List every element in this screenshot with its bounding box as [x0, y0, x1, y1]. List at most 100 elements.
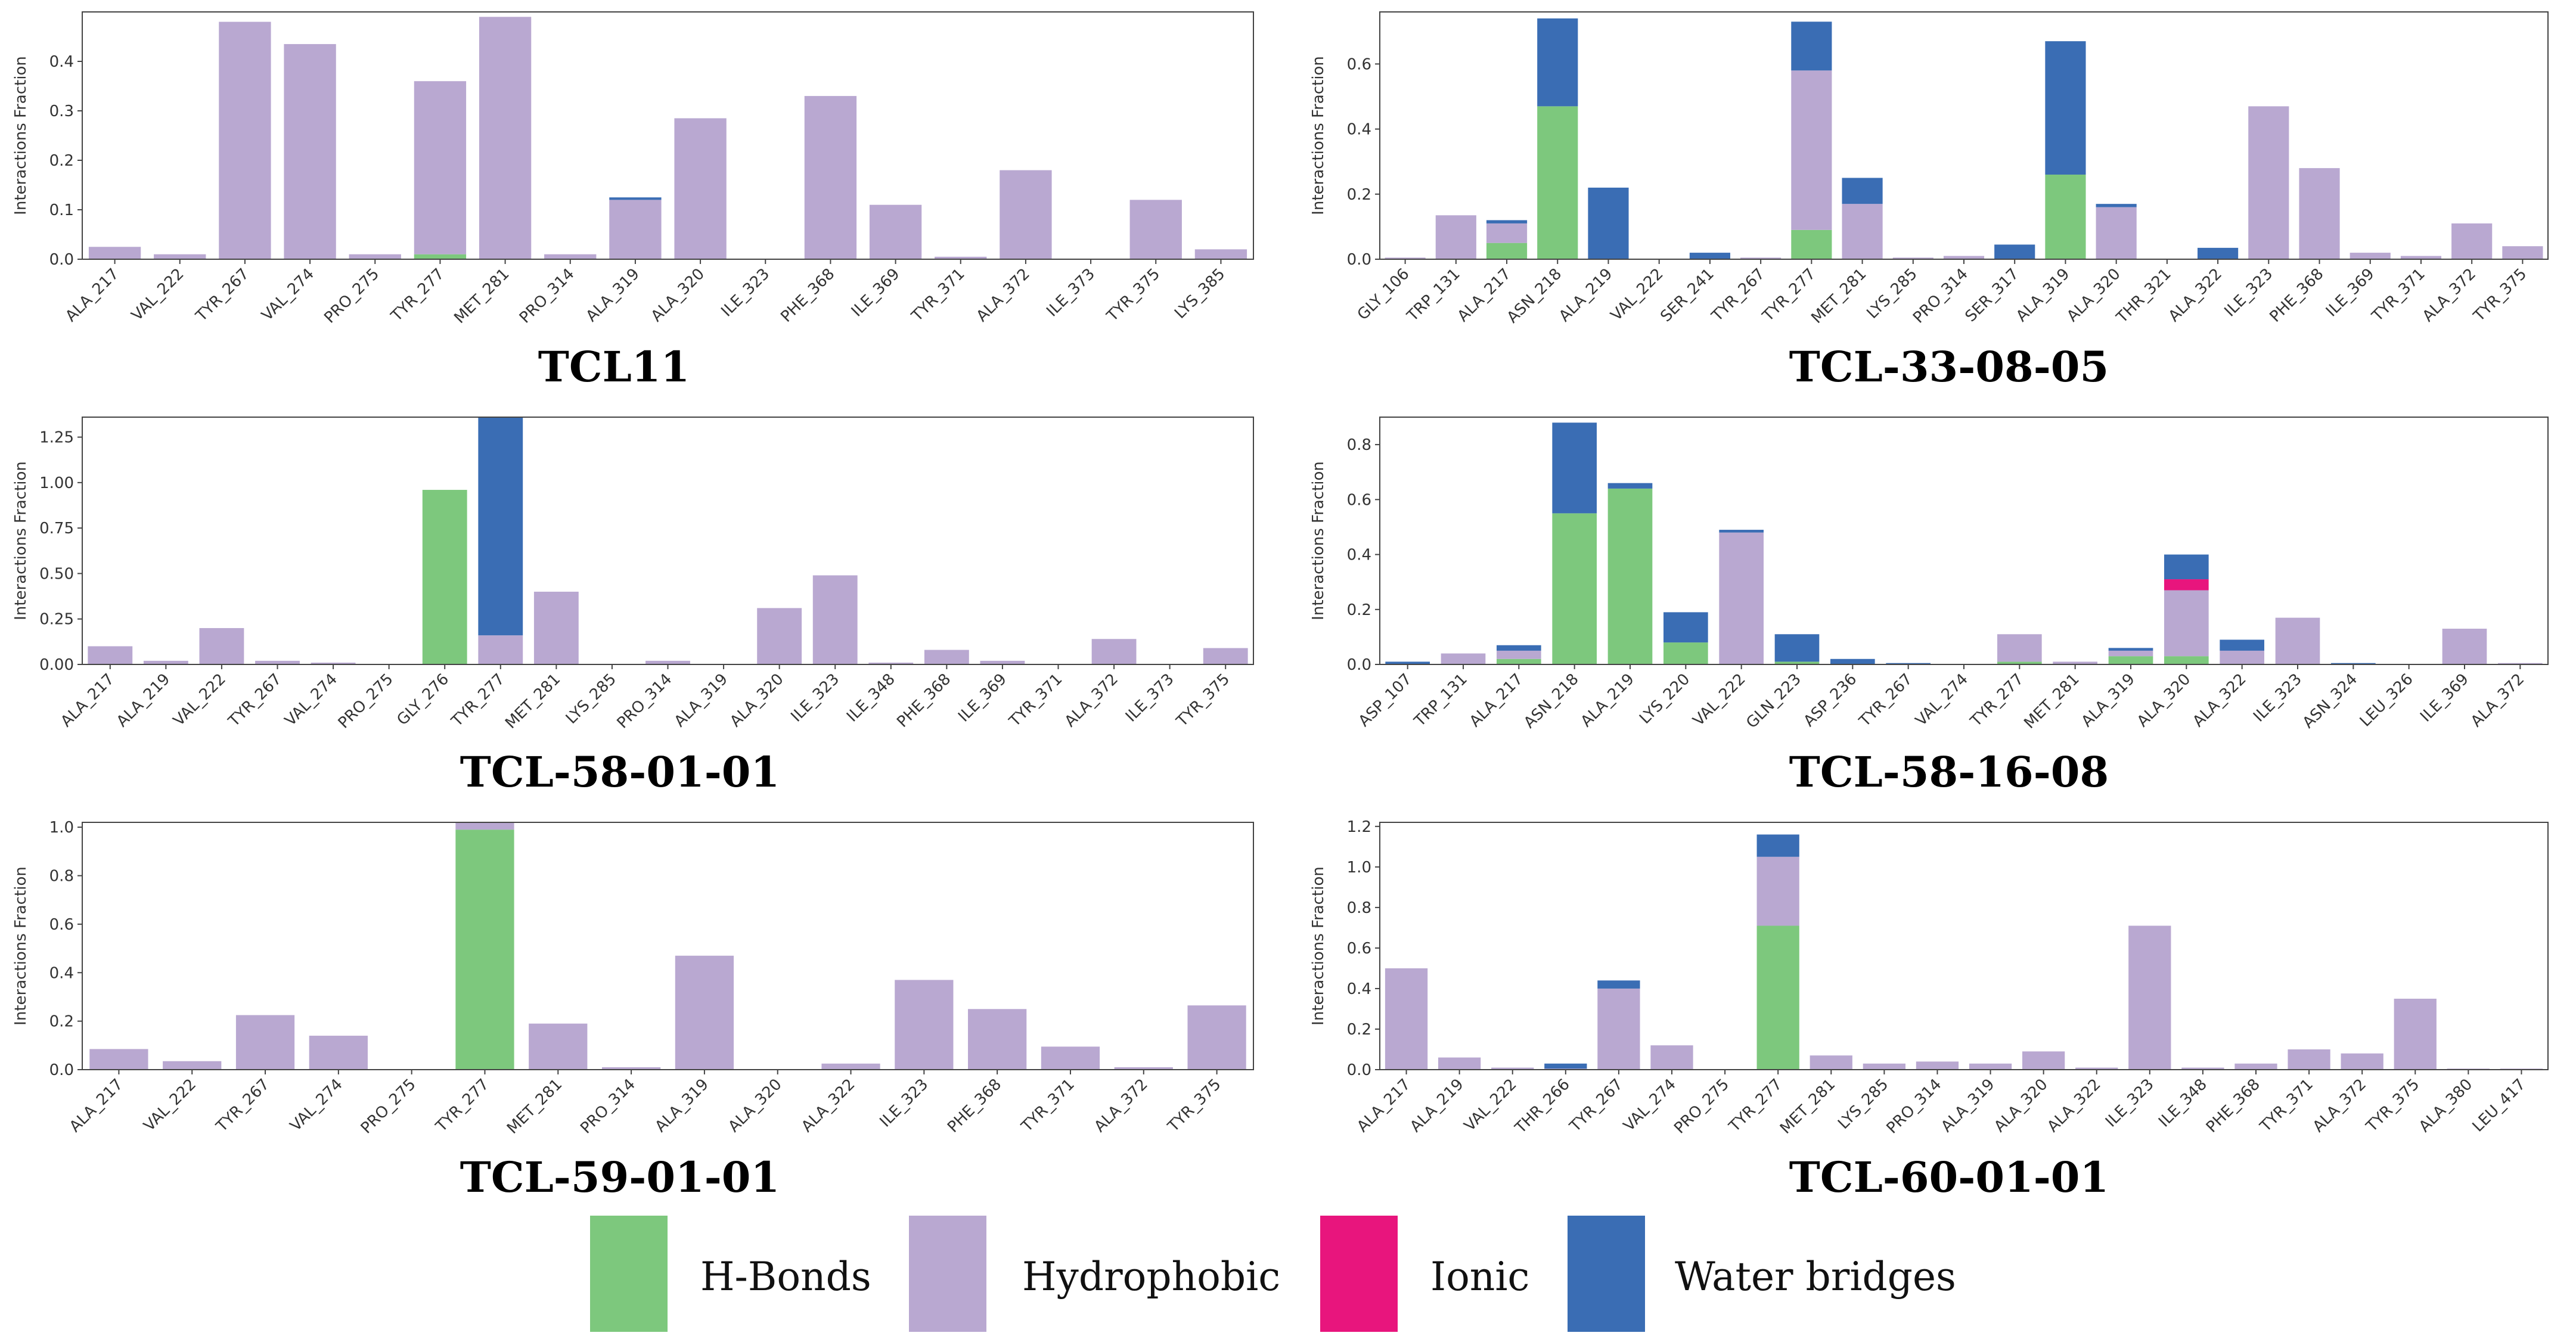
- bar-water-TYR_277: [1791, 21, 1832, 71]
- x-tick-label: PRO_314: [516, 265, 578, 327]
- bar-hydrophobic-ILE_323: [2128, 925, 2171, 1070]
- bar-water-ALA_319: [2045, 41, 2086, 175]
- x-tick-label: PRO_275: [321, 265, 383, 327]
- bar-hbonds-LYS_220: [1663, 642, 1708, 664]
- chart-panels: 0.0 0.1 0.2 0.3 0.4 Interactions Fraction ALA_…: [12, 11, 2549, 1202]
- x-tick-label: ALA_217: [57, 670, 117, 731]
- bar-hydrophobic-ILE_348: [868, 662, 914, 664]
- x-tick-label: ALA_322: [2044, 1076, 2104, 1136]
- bar-hydrophobic-VAL_222: [154, 254, 206, 259]
- y-tick-label: 0.2: [1347, 186, 1371, 204]
- y-tick-label: 0.6: [1347, 940, 1371, 958]
- bar-hydrophobic-VAL_274: [284, 44, 336, 259]
- bar-hydrophobic-ALA_372: [1091, 639, 1137, 664]
- bar-water-ALA_319: [609, 197, 662, 200]
- bar-hydrophobic-ALA_217: [1385, 968, 1428, 1070]
- bar-hydrophobic-PHE_368: [804, 96, 857, 259]
- bar-water-ALA_219: [1588, 187, 1629, 259]
- bar-hydrophobic-TRP_131: [1435, 215, 1476, 259]
- bar-hydrophobic-ALA_319: [2108, 650, 2153, 657]
- bar-hydrophobic-ALA_319: [675, 955, 734, 1070]
- x-tick-label: ALA_322: [2189, 670, 2249, 731]
- bar-hbonds-TYR_277: [1997, 661, 2042, 664]
- y-tick-label: 0.1: [49, 201, 74, 219]
- bar-water-ALA_322: [2220, 639, 2264, 651]
- x-tick-label: TYR_267: [192, 265, 252, 325]
- bar-hydrophobic-TYR_375: [1187, 1005, 1246, 1070]
- x-tick-label: ALA_372: [973, 265, 1033, 325]
- x-tick-label: TYR_277: [448, 670, 508, 731]
- y-tick-label: 0.0: [49, 251, 74, 269]
- bar-hydrophobic-PRO_314: [544, 254, 597, 259]
- y-tick-label: 0.2: [49, 152, 74, 170]
- plot-frame: [82, 417, 1254, 665]
- y-tick-label: 0.00: [39, 656, 74, 674]
- x-tick-label: TYR_375: [2363, 1076, 2423, 1136]
- x-tick-label: VAL_222: [1607, 265, 1667, 325]
- legend-swatch-hydrophobic: [909, 1216, 986, 1332]
- bar-hbonds-ALA_319: [2045, 175, 2086, 259]
- y-tick-label: 0.75: [39, 520, 74, 538]
- x-tick-label: TYR_267: [225, 670, 285, 731]
- x-tick-label: ALA_219: [113, 670, 173, 731]
- bar-hydrophobic-PRO_314: [601, 1067, 661, 1070]
- x-tick-label: ALA_219: [1407, 1076, 1467, 1136]
- bar-hbonds-ASN_218: [1552, 513, 1597, 664]
- bar-hydrophobic-ALA_320: [757, 608, 802, 664]
- x-tick-label: ALA_320: [648, 265, 708, 325]
- bar-hydrophobic-ALA_219: [1438, 1057, 1481, 1070]
- x-tick-label: ILE_369: [955, 670, 1010, 726]
- bar-hydrophobic-MET_281: [533, 591, 579, 664]
- y-tick-label: 0.0: [1347, 656, 1371, 674]
- bar-hydrophobic-PHE_368: [2299, 168, 2340, 259]
- bar-water-ALA_320: [2096, 204, 2137, 207]
- bar-hydrophobic-PRO_314: [1943, 256, 1985, 259]
- bar-water-ALA_217: [1497, 645, 1541, 651]
- bar-hydrophobic-TYR_267: [1597, 988, 1640, 1070]
- x-tick-label: ASP_107: [1355, 670, 1416, 731]
- x-tick-label: ASN_218: [1504, 265, 1566, 327]
- x-tick-label: ALA_219: [1578, 670, 1638, 731]
- x-tick-label: PRO_275: [1671, 1076, 1733, 1138]
- bar-hydrophobic-MET_281: [529, 1023, 588, 1070]
- y-tick-label: 0.4: [49, 53, 74, 71]
- x-tick-label: TYR_375: [1173, 670, 1233, 731]
- bar-hydrophobic-TYR_277: [1997, 634, 2042, 662]
- bar-hydrophobic-ALA_217: [1486, 223, 1528, 243]
- x-tick-label: ALA_372: [1062, 670, 1122, 731]
- y-tick-label: 0.4: [1347, 546, 1371, 564]
- bar-hydrophobic-ILE_323: [2275, 617, 2320, 664]
- x-tick-label: ALA_217: [66, 1076, 126, 1136]
- x-tick-label: ALA_319: [2078, 670, 2139, 731]
- bar-hbonds-ALA_217: [1486, 243, 1528, 259]
- x-tick-label: GLN_223: [1743, 670, 1805, 732]
- x-tick-label: PRO_275: [335, 670, 397, 732]
- y-axis-label: Interactions Fraction: [12, 56, 30, 215]
- x-tick-label: ILE_373: [1122, 670, 1178, 726]
- x-tick-label: TYR_277: [1967, 670, 2027, 731]
- x-tick-label: VAL_222: [170, 670, 229, 730]
- y-axis-label: Interactions Fraction: [12, 461, 30, 620]
- y-tick-label: 0.2: [1347, 1021, 1371, 1039]
- chart-title: TCL-58-16-08: [1789, 747, 2109, 797]
- x-tick-label: ALA_380: [2416, 1076, 2476, 1136]
- x-tick-label: PHE_368: [2203, 1076, 2264, 1136]
- x-tick-label: TYR_371: [1017, 1076, 1078, 1136]
- x-tick-label: MET_281: [1808, 265, 1870, 327]
- legend-label-ionic: Ionic: [1430, 1254, 1529, 1300]
- x-tick-label: ALA_372: [2310, 1076, 2370, 1136]
- x-tick-label: ILE_323: [2250, 670, 2305, 726]
- y-tick-label: 0.4: [1347, 980, 1371, 998]
- bar-hydrophobic-ALA_322: [2075, 1067, 2118, 1070]
- bar-hydrophobic-ALA_372: [1114, 1067, 1173, 1070]
- x-tick-label: TYR_375: [1103, 265, 1163, 325]
- x-tick-label: TYR_277: [387, 265, 448, 325]
- x-tick-label: TYR_375: [2470, 265, 2530, 325]
- x-tick-label: ALA_319: [2013, 265, 2073, 325]
- x-tick-label: ALA_322: [798, 1076, 858, 1136]
- bar-hydrophobic-TYR_277: [455, 822, 514, 830]
- x-tick-label: TYR_371: [2368, 265, 2428, 325]
- x-tick-label: TRP_131: [1403, 265, 1463, 325]
- x-tick-label: MET_281: [451, 265, 513, 327]
- bar-hydrophobic-PRO_314: [1916, 1061, 1959, 1070]
